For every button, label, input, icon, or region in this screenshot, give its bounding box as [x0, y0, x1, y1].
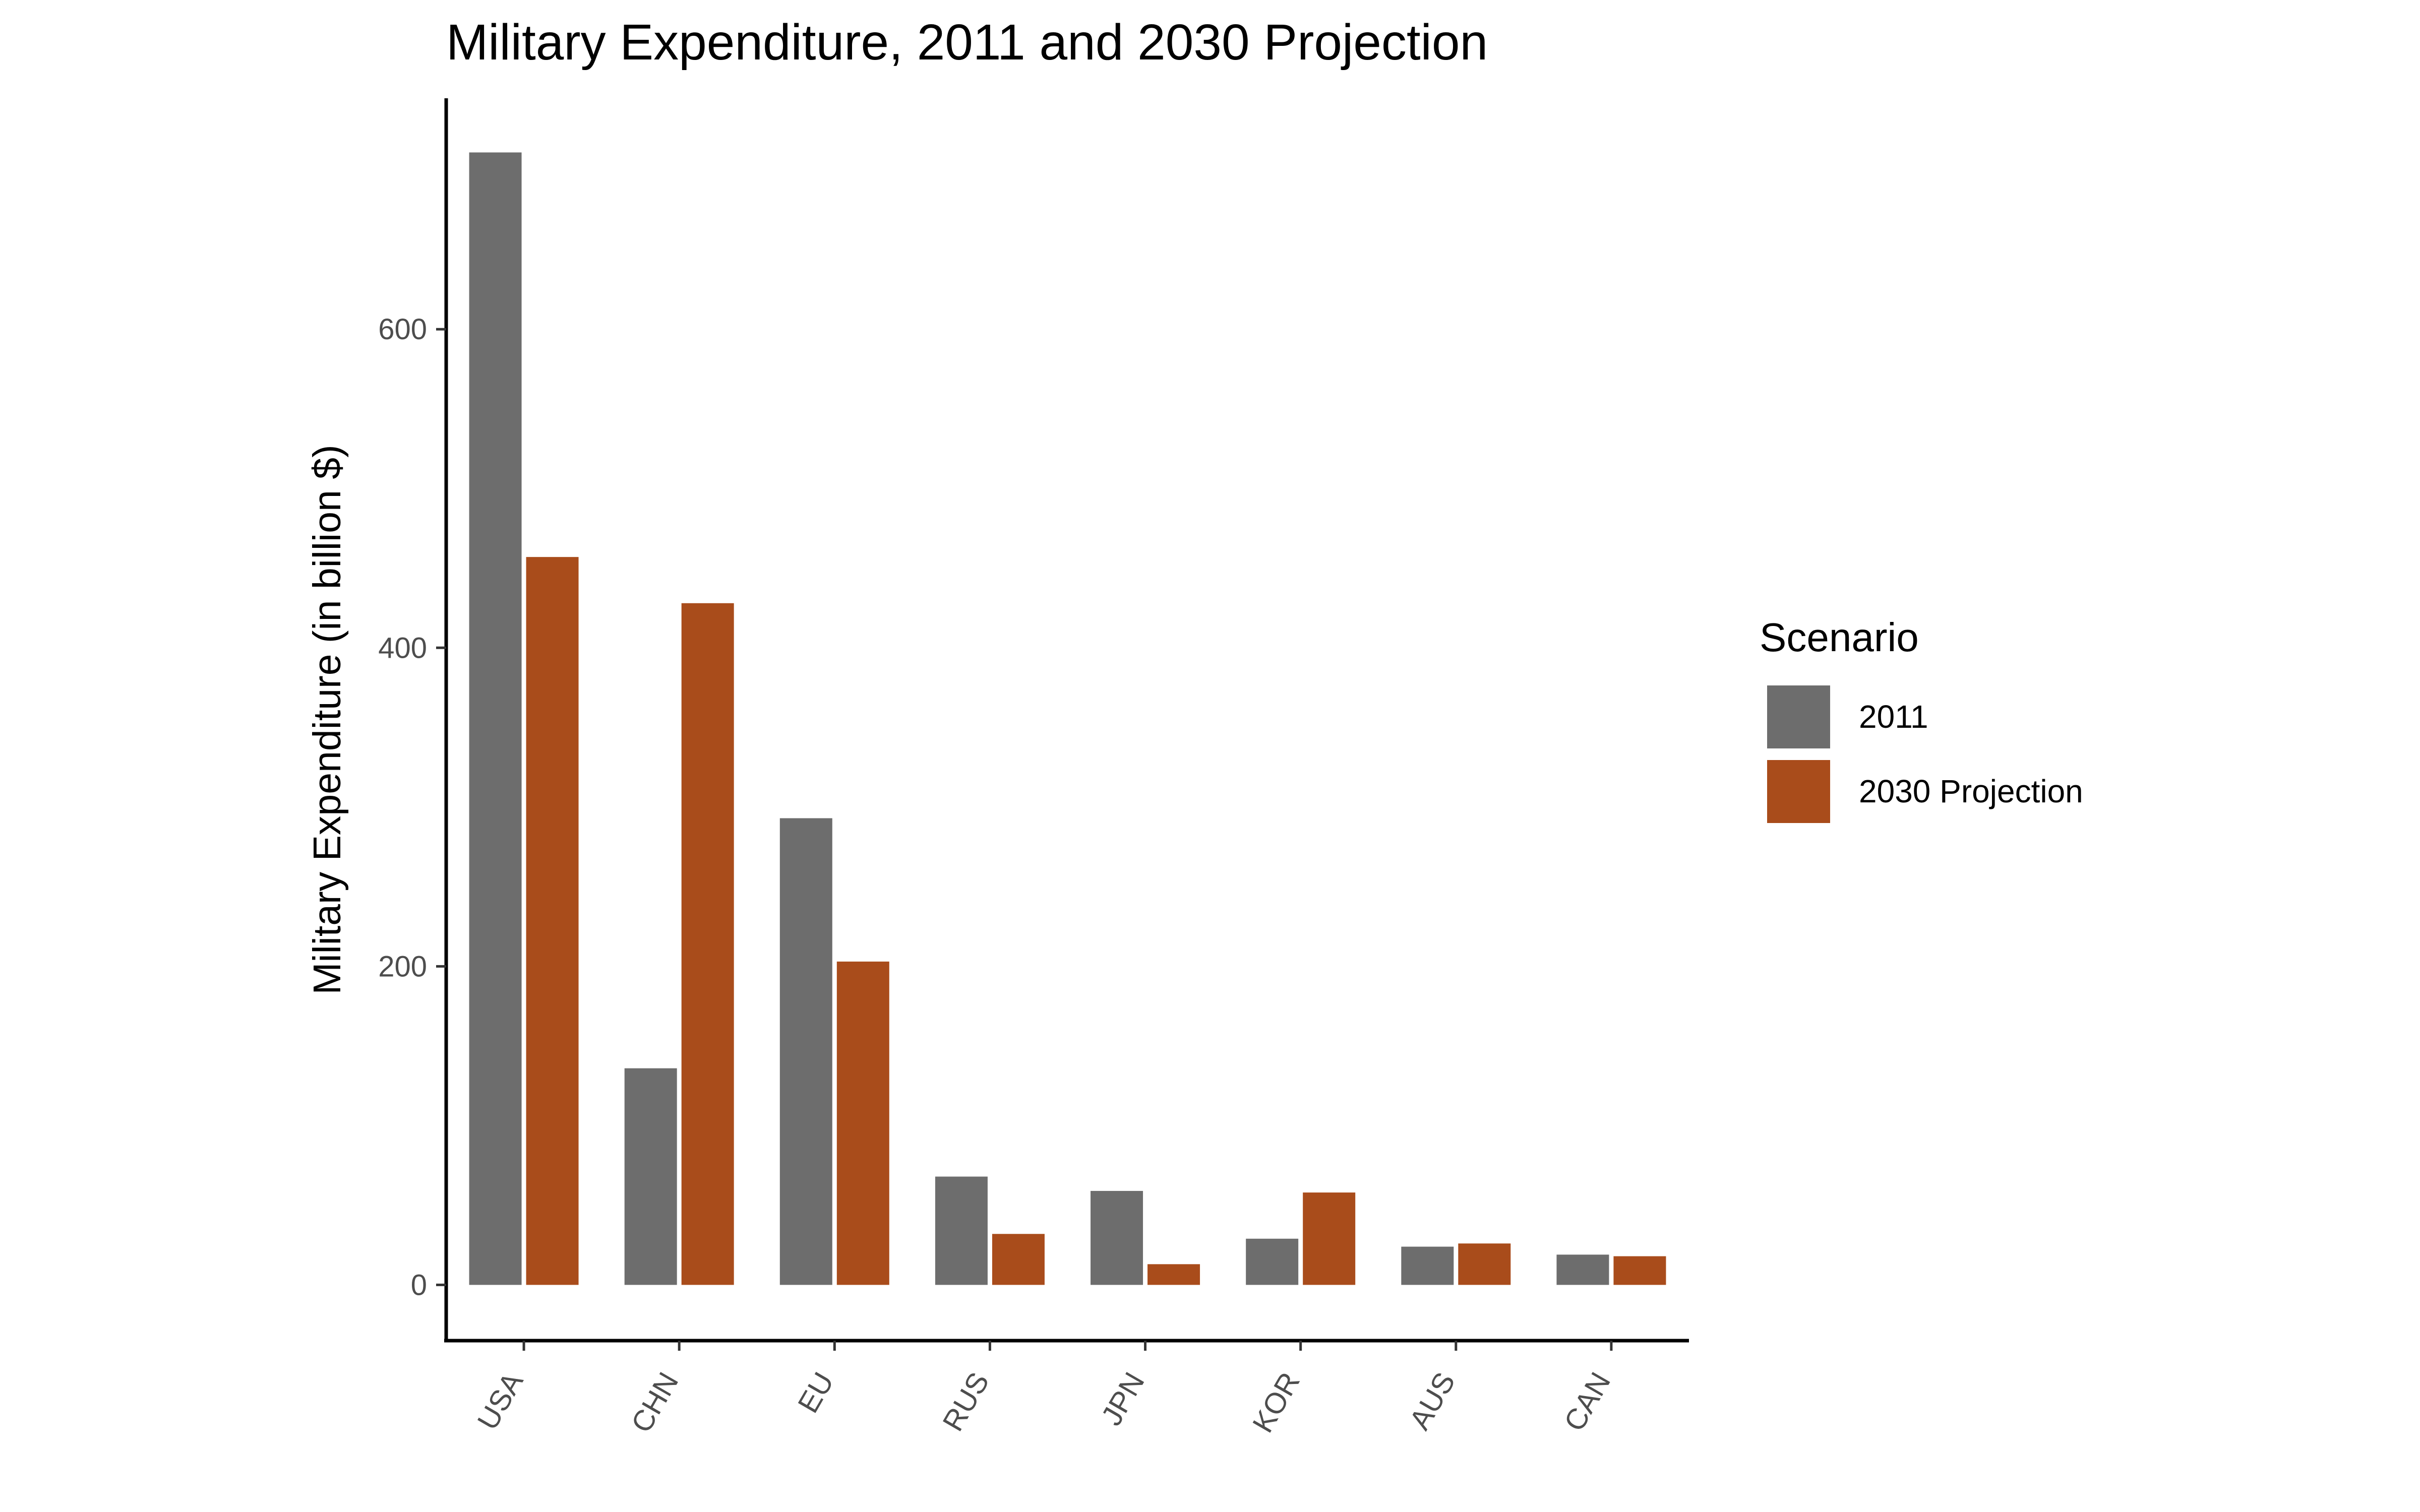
x-axis-ticks: USA CHN EU RUS JPN KOR AUS CAN — [471, 1341, 1617, 1438]
x-tick-label: JPN — [1095, 1367, 1151, 1431]
bar — [1613, 1256, 1666, 1285]
x-tick-label: EU — [792, 1367, 840, 1418]
bar — [469, 152, 522, 1285]
y-axis-title: Military Expenditure (in billion $) — [306, 445, 349, 994]
y-axis-ticks: 0 200 400 600 — [378, 313, 446, 1301]
legend-title: Scenario — [1760, 615, 1919, 660]
x-tick-label: CHN — [625, 1367, 685, 1438]
legend-label: 2011 — [1859, 699, 1928, 735]
legend-items: 2011 2030 Projection — [1767, 685, 2083, 823]
legend-swatch — [1767, 760, 1830, 823]
bar — [1246, 1238, 1299, 1285]
bar — [779, 818, 832, 1285]
bar — [992, 1234, 1045, 1285]
x-tick-label: RUS — [936, 1367, 996, 1437]
y-tick-label: 0 — [411, 1269, 427, 1301]
x-tick-label: KOR — [1246, 1367, 1306, 1438]
bar — [681, 603, 734, 1285]
bar — [935, 1176, 988, 1285]
y-tick-label: 400 — [378, 632, 427, 664]
plot-area — [469, 152, 1666, 1285]
x-tick-label: AUS — [1403, 1367, 1462, 1435]
x-tick-label: USA — [471, 1367, 529, 1435]
bar — [836, 961, 889, 1285]
legend: Scenario 2011 2030 Projection — [1760, 615, 2083, 823]
bar — [1401, 1246, 1454, 1285]
legend-label: 2030 Projection — [1859, 773, 2083, 809]
x-tick-label: CAN — [1558, 1367, 1617, 1437]
y-tick-label: 200 — [378, 950, 427, 983]
bar — [1303, 1192, 1356, 1285]
bar — [1458, 1243, 1511, 1285]
bar — [1556, 1254, 1609, 1285]
bar — [1147, 1264, 1200, 1285]
bar — [526, 557, 579, 1285]
bar — [1091, 1190, 1143, 1285]
bar — [624, 1068, 677, 1285]
y-tick-label: 600 — [378, 313, 427, 346]
legend-swatch — [1767, 685, 1830, 748]
chart-title: Military Expenditure, 2011 and 2030 Proj… — [446, 14, 1488, 71]
